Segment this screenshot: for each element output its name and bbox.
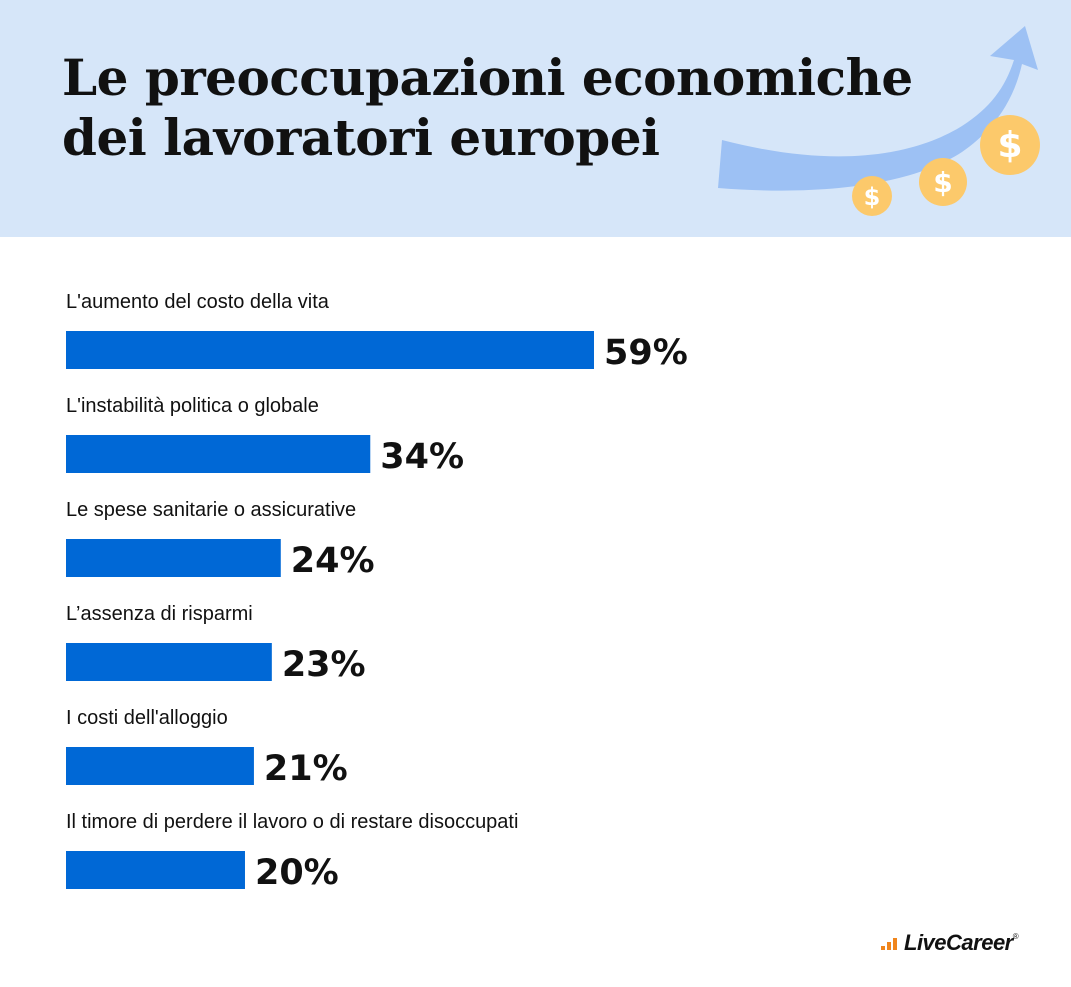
value-label: 34% [380, 437, 464, 477]
category-label: Le spese sanitarie o assicurative [66, 499, 356, 521]
value-label: 59% [604, 333, 688, 373]
value-label: 21% [264, 749, 348, 789]
value-label: 20% [255, 853, 339, 893]
dollar-coin-icon: $ [980, 115, 1040, 175]
decoration-graphic: $ $ $ [718, 26, 1040, 216]
category-label: L'instabilità politica o globale [66, 395, 319, 417]
category-label: L’assenza di risparmi [66, 603, 253, 625]
value-label: 23% [282, 645, 366, 685]
category-label: Il timore di perdere il lavoro o di rest… [66, 811, 518, 833]
trend-arrow-icon [718, 26, 1038, 191]
value-label: 24% [291, 541, 375, 581]
page-title: Le preoccupazioni economiche dei lavorat… [62, 48, 962, 168]
dollar-coin-icon: $ [852, 176, 892, 216]
category-label: I costi dell'alloggio [66, 707, 228, 729]
title-line-2: dei lavoratori europei [62, 108, 660, 167]
logo-text: LiveCareer [904, 930, 1013, 955]
svg-text:$: $ [997, 125, 1022, 166]
livecareer-logo: LiveCareer ® [880, 930, 1019, 956]
bar [66, 539, 281, 577]
dollar-coin-icon: $ [919, 158, 967, 206]
bar [66, 435, 371, 473]
title-line-1: Le preoccupazioni economiche [62, 48, 913, 107]
header-banner: Le preoccupazioni economiche dei lavorat… [0, 0, 1071, 237]
bar [66, 643, 272, 681]
svg-text:$: $ [864, 183, 881, 211]
svg-text:$: $ [933, 166, 952, 199]
bar [66, 851, 245, 889]
logo-mark-icon [881, 938, 897, 950]
trademark-symbol: ® [1012, 932, 1019, 941]
category-label: L'aumento del costo della vita [66, 291, 330, 313]
bar [66, 331, 594, 369]
bar [66, 747, 254, 785]
